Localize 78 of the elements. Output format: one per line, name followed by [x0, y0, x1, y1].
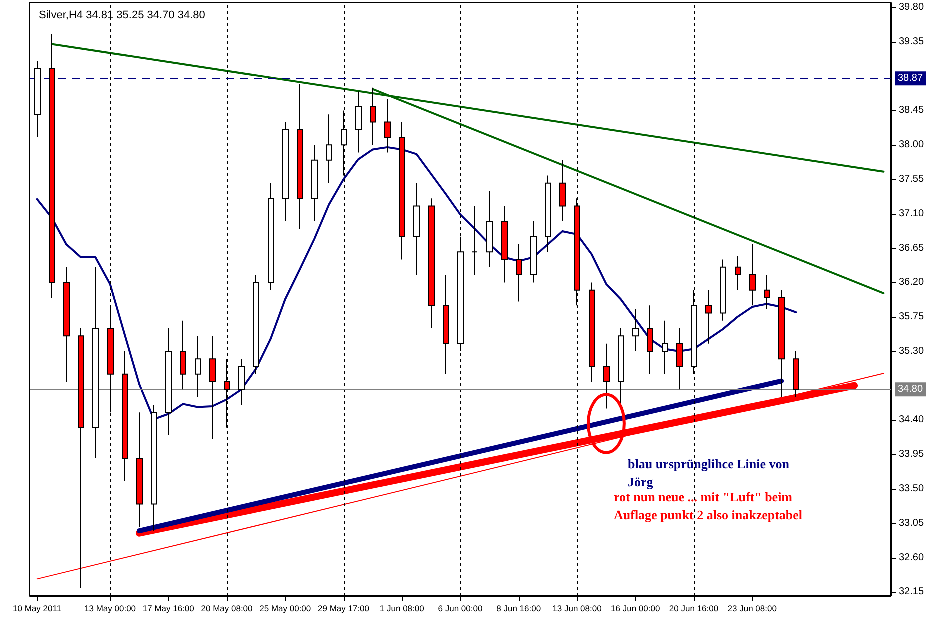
candlestick	[384, 98, 391, 154]
candlestick	[136, 412, 143, 528]
x-tick-label: 13 Jun 08:00	[552, 604, 602, 614]
x-tick-label: 25 May 00:00	[260, 604, 312, 614]
candlestick	[34, 60, 41, 138]
candlestick	[559, 160, 566, 222]
y-tick-label: 37.55	[899, 174, 924, 186]
candlestick	[720, 259, 726, 322]
candlestick	[428, 198, 435, 330]
candlestick	[545, 175, 551, 253]
candlestick	[268, 182, 274, 291]
x-tick-label: 20 Jun 16:00	[669, 604, 719, 614]
x-tick-label: 8 Jun 16:00	[496, 604, 542, 614]
y-tick-label: 34.40	[899, 414, 924, 426]
candlestick	[705, 290, 712, 344]
candlestick	[311, 144, 318, 222]
candlestick	[530, 221, 537, 284]
candlestick	[49, 34, 55, 298]
ref-line-label: 38.87	[898, 73, 924, 84]
x-tick-label: 20 May 08:00	[201, 604, 254, 614]
x-tick-label: 6 Jun 00:00	[438, 604, 483, 614]
candlestick	[516, 244, 522, 302]
annotation: rot nun neue ... mit "Luft" beim Auflage punkt 2 also inakzeptabel	[614, 490, 803, 522]
candlestick	[165, 328, 172, 436]
candlestick	[355, 91, 362, 154]
candlestick	[122, 350, 128, 482]
y-tick-label: 36.20	[899, 277, 924, 288]
candlestick	[472, 206, 478, 276]
ref-line-label: 34.80	[898, 384, 924, 396]
y-tick-label: 35.75	[899, 312, 924, 323]
y-tick-label: 33.05	[899, 518, 924, 529]
candlestick	[443, 274, 449, 375]
candlestick	[632, 308, 639, 352]
candlestick	[603, 343, 610, 410]
y-tick-label: 38.45	[899, 105, 924, 116]
candlestick	[63, 266, 70, 383]
y-tick-label: 35.30	[899, 346, 924, 357]
candlestick	[195, 336, 201, 398]
candlestick	[180, 320, 186, 390]
y-tick-label: 33.95	[899, 449, 924, 460]
candlestick	[647, 305, 653, 375]
y-tick-label: 32.15	[899, 586, 924, 598]
candlestick	[676, 328, 683, 390]
candlestick	[92, 266, 99, 459]
candlestick	[253, 274, 259, 375]
x-tick-label: 10 May 2011	[13, 604, 62, 614]
candlestick	[501, 206, 508, 284]
candlestick	[297, 84, 303, 230]
x-tick-label: 1 Jun 08:00	[380, 604, 425, 614]
y-tick-label: 37.10	[899, 208, 924, 220]
x-tick-label: 17 May 16:00	[142, 604, 195, 614]
candlestick	[764, 274, 770, 310]
candlestick	[413, 182, 420, 276]
y-tick-label: 39.35	[899, 36, 924, 48]
candlestick	[486, 190, 493, 268]
x-tick-label: 29 May 17:00	[318, 604, 370, 614]
candlestick	[662, 320, 668, 375]
candlestick	[238, 358, 245, 406]
candlestick	[618, 328, 624, 406]
x-tick-label: 16 Jun 00:00	[611, 604, 660, 614]
line-series	[36, 146, 798, 420]
candlestick	[370, 87, 376, 146]
y-tick-label: 36.65	[899, 242, 924, 254]
candlestick	[151, 404, 157, 532]
candlestick	[326, 114, 332, 184]
candlestick	[749, 244, 756, 306]
candlestick	[399, 122, 405, 260]
candlestick	[209, 336, 216, 440]
candlestick	[282, 122, 289, 222]
y-tick-label: 32.60	[899, 552, 924, 564]
candlestick	[735, 255, 741, 291]
candlestick	[589, 282, 595, 383]
y-tick-label: 39.80	[899, 2, 924, 14]
annotation: blau ursprünglihce Linie von Jörg	[628, 456, 793, 490]
x-tick-label: 23 Jun 08:00	[728, 604, 778, 614]
y-tick-label: 33.50	[899, 484, 924, 495]
y-tick-label: 38.00	[899, 140, 924, 151]
x-tick-label: 13 May 00:00	[84, 604, 136, 614]
